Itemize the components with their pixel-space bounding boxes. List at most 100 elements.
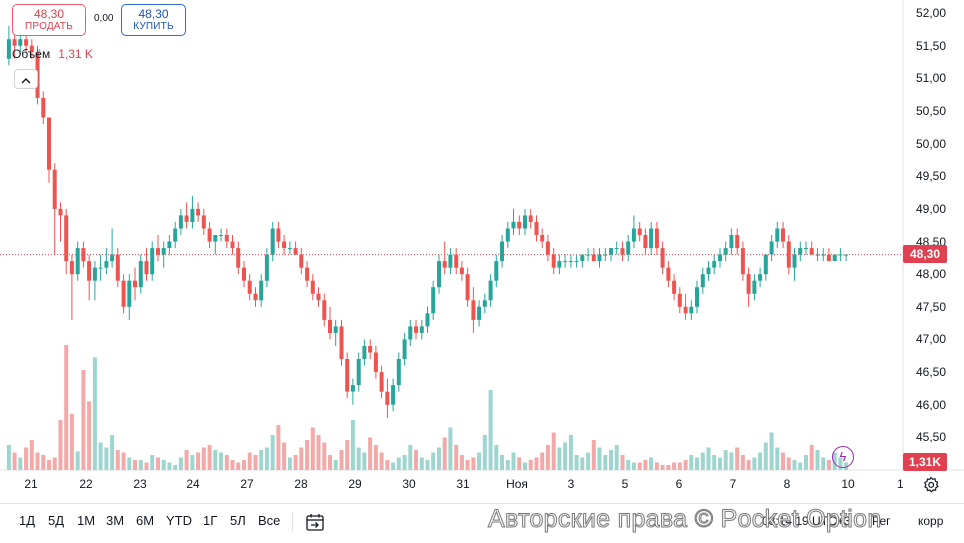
range-6m[interactable]: 6М xyxy=(136,513,155,528)
volume-bar xyxy=(523,462,527,470)
range-5d[interactable]: 5Д xyxy=(48,513,65,528)
candle-body xyxy=(798,248,803,255)
volume-bar xyxy=(127,457,132,470)
range-ytd[interactable]: YTD xyxy=(166,513,192,528)
volume-bar xyxy=(98,442,103,470)
buy-button[interactable]: 48,30 КУПИТЬ xyxy=(121,4,186,36)
range-1y[interactable]: 1Г xyxy=(203,513,218,528)
candle-body xyxy=(660,248,665,268)
volume-bar xyxy=(328,455,332,470)
price-tick-label: 46,00 xyxy=(916,397,947,412)
candle-body xyxy=(563,261,568,263)
gear-icon[interactable] xyxy=(922,476,940,494)
volume-bar xyxy=(253,455,258,470)
price-tick-label: 50,50 xyxy=(916,103,947,118)
candle-body xyxy=(735,235,740,249)
volume-bar xyxy=(437,447,441,470)
price-tick-label: 47,50 xyxy=(916,299,947,314)
volume-bar xyxy=(333,460,338,470)
volume-bar xyxy=(305,440,310,470)
range-1d[interactable]: 1Д xyxy=(19,513,36,528)
candle-body xyxy=(643,235,648,249)
candle-body xyxy=(52,169,57,209)
volume-bar xyxy=(482,435,487,470)
volume-bar xyxy=(781,452,785,470)
candle-body xyxy=(87,261,92,281)
volume-bar xyxy=(322,442,327,470)
candle-body xyxy=(373,352,378,373)
candle-body xyxy=(723,248,728,255)
volume-bar xyxy=(310,427,315,470)
volume-bar xyxy=(150,455,155,470)
volume-bar xyxy=(826,460,831,470)
range-all[interactable]: Все xyxy=(258,513,281,528)
candle-body xyxy=(133,280,137,288)
volume-bar xyxy=(712,455,717,470)
time-tick-label: 28 xyxy=(294,477,308,491)
adjustment-toggle[interactable]: корр xyxy=(918,514,944,528)
range-5y[interactable]: 5Л xyxy=(230,513,246,528)
volume-bar xyxy=(626,460,631,470)
volume-bar xyxy=(368,437,373,470)
current-volume-label: 1,31K xyxy=(903,453,947,471)
range-3m[interactable]: 3М xyxy=(106,513,125,528)
candle-body xyxy=(391,385,396,405)
volume-bar xyxy=(247,452,252,470)
volume-bar xyxy=(488,390,493,470)
candle-body xyxy=(832,254,837,262)
volume-bar xyxy=(683,460,688,470)
go-to-date-icon[interactable] xyxy=(304,511,326,533)
candle-body xyxy=(752,280,757,294)
candle-body xyxy=(161,248,166,255)
candle-body xyxy=(718,254,722,262)
candle-body xyxy=(287,248,292,250)
volume-bar xyxy=(809,445,814,470)
volume-legend: Объём 1,31 K xyxy=(12,47,93,61)
candle-body xyxy=(637,228,642,235)
sell-button[interactable]: 48,30 ПРОДАТЬ xyxy=(12,4,86,36)
candle-body xyxy=(471,300,476,320)
candle-body xyxy=(333,326,338,333)
timezone-clock[interactable]: 08:14:19 UTC+3 xyxy=(762,514,851,528)
time-tick-label: 31 xyxy=(456,477,470,491)
candle-body xyxy=(322,300,327,320)
volume-bar xyxy=(500,455,504,470)
volume-bar xyxy=(563,442,568,470)
candle-body xyxy=(276,228,281,242)
bottom-toolbar: 1Д 5Д 1М 3М 6М YTD 1Г 5Л Все 08:14:19 UT… xyxy=(0,503,964,540)
candle-body xyxy=(431,287,436,314)
volume-bar xyxy=(58,420,63,470)
candle-body xyxy=(523,215,527,229)
volume-bar xyxy=(769,432,774,470)
volume-bar xyxy=(511,452,516,470)
session-toggle[interactable]: Рег xyxy=(872,514,891,528)
volume-bar xyxy=(631,462,636,470)
candle-body xyxy=(603,254,608,256)
time-tick-label: 24 xyxy=(186,477,200,491)
volume-bar xyxy=(391,462,396,470)
price-tick-label: 50,00 xyxy=(916,136,947,151)
volume-bar xyxy=(6,445,11,470)
volume-bar xyxy=(356,447,361,470)
candle-body xyxy=(511,221,516,229)
candle-body xyxy=(305,267,310,281)
volume-bar xyxy=(798,462,803,470)
candle-body xyxy=(786,241,791,268)
volume-bar xyxy=(282,442,287,470)
event-marker-icon[interactable]: ϟ xyxy=(832,446,854,468)
collapse-legend-button[interactable] xyxy=(14,69,38,89)
candle-body xyxy=(454,254,459,268)
time-tick-label: 7 xyxy=(729,477,737,491)
volume-bar xyxy=(156,457,160,470)
volume-bar xyxy=(471,457,476,470)
range-1m[interactable]: 1М xyxy=(77,513,96,528)
sell-label: ПРОДАТЬ xyxy=(25,21,73,32)
volume-bar xyxy=(454,445,459,470)
volume-bar xyxy=(276,425,281,470)
candle-body xyxy=(769,241,774,255)
price-tick-label: 45,50 xyxy=(916,430,947,445)
volume-bar xyxy=(201,447,206,470)
time-tick-label: 23 xyxy=(133,477,147,491)
volume-bar xyxy=(219,452,223,470)
